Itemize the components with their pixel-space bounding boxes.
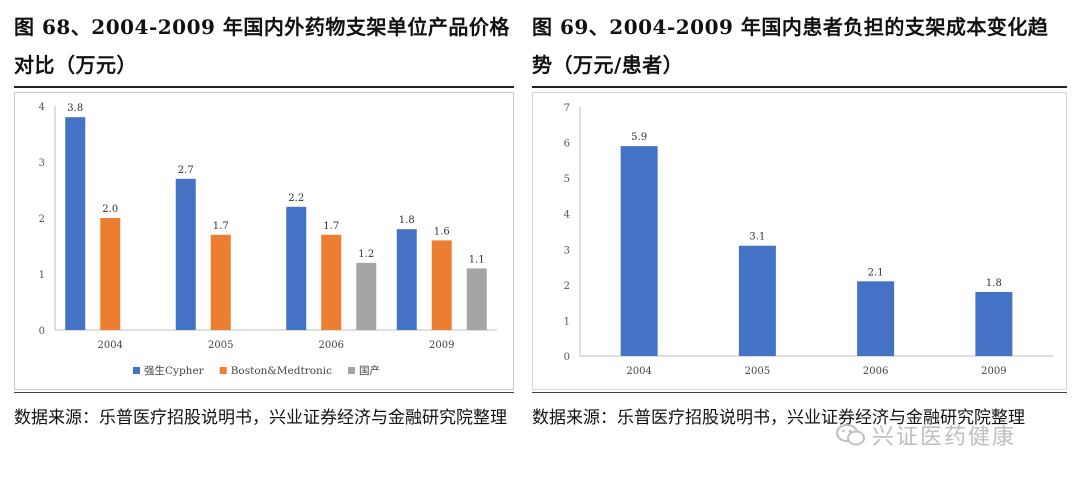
data-label: 1.2 [358,249,374,260]
bar [738,245,776,356]
y-tick-label: 2 [39,214,45,225]
bar [286,206,307,330]
x-tick-label: 2009 [429,340,454,351]
data-label: 1.8 [986,278,1002,289]
y-tick-label: 0 [39,326,45,337]
data-label: 1.1 [469,254,485,265]
x-tick-label: 2004 [98,340,123,351]
chart-69-svg: 0 1 2 3 4 5 6 7 5.9 2004 3.1 2005 2.1 2006 1.8 2009 [564,103,1053,377]
y-tick-label: 3 [39,158,45,169]
x-tick-label: 2006 [319,340,344,351]
y-tick-label: 0 [564,352,570,363]
legend-label: 国产 [359,364,380,377]
title-divider [532,86,1067,88]
data-label: 1.7 [213,221,229,232]
y-tick-label: 2 [564,281,570,292]
figure-68-title: 图 68、2004-2009 年国内外药物支架单位产品价格对比（万元） [14,15,510,77]
chart-68-svg: 0 1 2 3 4 3.8 2.0 2004 2.7 1.7 2005 2.2 1.7 1.2 2006 1.… [39,102,497,377]
y-tick-label: 1 [39,270,45,281]
data-label: 2.0 [102,204,118,215]
data-label: 1.8 [399,215,415,226]
chart-68-frame: 0 1 2 3 4 3.8 2.0 2004 2.7 1.7 2005 2.2 1.7 1.2 2006 1.… [14,92,514,390]
bar [65,117,86,330]
data-label: 3.8 [67,103,83,114]
figure-69-title: 图 69、2004-2009 年国内患者负担的支架成本变化趋势（万元/患者） [532,15,1049,77]
legend-label: Boston&Medtronic [231,365,332,377]
data-label: 2.7 [178,165,194,176]
watermark-text: 兴证医药健康 [872,425,1017,450]
y-tick-label: 6 [564,139,570,150]
bar [620,146,658,356]
bar [175,178,196,330]
bar [466,268,487,330]
watermark: 兴证医药健康 [836,418,1042,452]
title-divider [14,86,514,88]
legend-label: 强生Cypher [144,364,205,377]
x-tick-label: 2006 [863,366,888,377]
wechat-icon [836,424,865,446]
x-tick-label: 2004 [626,366,651,377]
data-label: 1.6 [434,226,450,237]
legend-swatch [133,367,140,374]
figure-68-source: 数据来源：乐普医疗招股说明书，兴业证券经济与金融研究院整理 [14,408,507,428]
y-tick-label: 5 [564,174,570,185]
source-divider [14,392,514,393]
bar [356,262,377,330]
bar [857,281,895,356]
data-label: 5.9 [631,132,647,143]
data-label: 3.1 [749,232,765,243]
x-tick-label: 2005 [208,340,233,351]
y-tick-label: 4 [39,102,45,113]
y-tick-label: 3 [564,245,570,256]
bar [321,234,342,330]
bar [431,240,452,330]
figure-69-source: 数据来源：乐普医疗招股说明书，兴业证券经济与金融研究院整理 [532,408,1025,428]
data-label: 1.7 [323,221,339,232]
y-tick-label: 7 [564,103,570,114]
data-label: 2.2 [288,193,304,204]
x-tick-label: 2005 [745,366,770,377]
bar [210,234,231,330]
bar [975,291,1013,356]
data-label: 2.1 [868,267,884,278]
bar [396,229,417,330]
chart-69-frame: 0 1 2 3 4 5 6 7 5.9 2004 3.1 2005 2.1 2006 1.8 2009 [532,92,1067,390]
y-tick-label: 1 [564,316,570,327]
x-tick-label: 2009 [981,366,1006,377]
source-divider [532,392,1067,393]
legend-swatch [219,367,227,374]
bar [100,218,121,330]
legend-swatch [348,367,356,374]
y-tick-label: 4 [564,210,570,221]
